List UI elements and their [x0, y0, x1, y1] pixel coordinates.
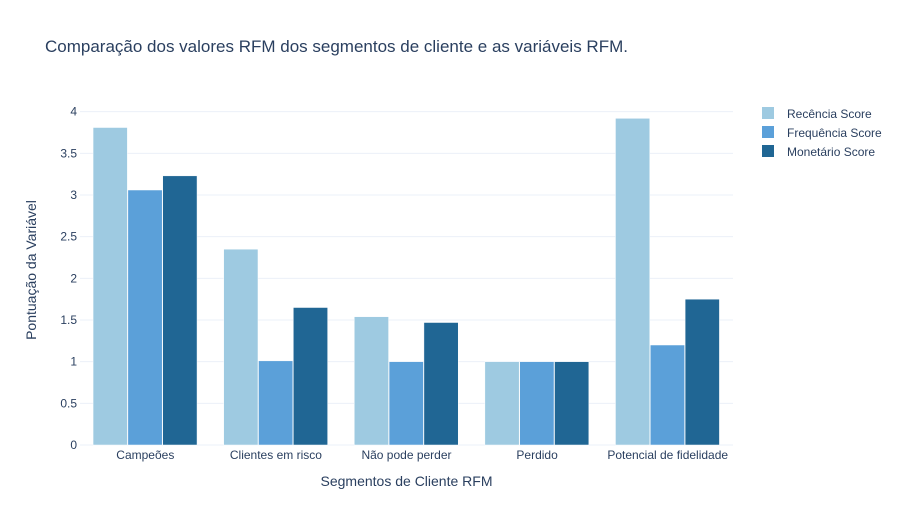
bar-1-3[interactable] [519, 361, 555, 446]
bar-2-4[interactable] [684, 298, 720, 446]
legend-swatch [762, 126, 774, 138]
bar-0-4[interactable] [615, 118, 651, 446]
x-tick-label: Campeões [116, 448, 174, 462]
y-tick-label: 0.5 [60, 396, 77, 410]
legend[interactable]: Recência Score Frequência Score Monetário … [762, 107, 882, 159]
bar-2-1[interactable] [293, 307, 328, 446]
legend-swatch [762, 145, 774, 157]
x-tick-labels: Campeões Clientes em risco Não pode perder… [116, 448, 728, 462]
bar-1-2[interactable] [388, 361, 424, 446]
bar-1-4[interactable] [650, 344, 685, 446]
y-axis-title: Pontuação da Variável [23, 200, 39, 340]
y-tick-label: 1.5 [60, 313, 77, 327]
y-tick-labels: 0 0.5 1 1.5 2 2.5 3 3.5 4 [60, 105, 77, 452]
bars [92, 118, 720, 446]
y-tick-label: 2.5 [60, 230, 77, 244]
chart-title: Comparação dos valores RFM dos segmentos… [45, 37, 628, 56]
bar-2-3[interactable] [554, 361, 590, 446]
y-tick-label: 0 [70, 438, 77, 452]
x-tick-label: Clientes em risco [230, 448, 322, 462]
legend-label: Recência Score [787, 107, 872, 121]
x-tick-label: Não pode perder [361, 448, 451, 462]
x-tick-label: Potencial de fidelidade [607, 448, 728, 462]
y-tick-label: 3.5 [60, 146, 77, 160]
legend-label: Frequência Score [787, 126, 882, 140]
legend-label: Monetário Score [787, 145, 875, 159]
y-tick-label: 4 [70, 105, 77, 119]
x-tick-label: Perdido [516, 448, 558, 462]
y-tick-label: 1 [70, 355, 77, 369]
bar-1-0[interactable] [127, 189, 163, 446]
legend-item[interactable]: Recência Score [762, 107, 872, 121]
y-tick-label: 2 [70, 271, 77, 285]
bar-2-2[interactable] [423, 322, 459, 446]
y-tick-label: 3 [70, 188, 77, 202]
bar-2-0[interactable] [162, 175, 198, 446]
legend-swatch [762, 107, 774, 119]
bar-1-1[interactable] [258, 360, 294, 446]
bar-0-1[interactable] [223, 248, 259, 446]
legend-item[interactable]: Monetário Score [762, 145, 875, 159]
legend-item[interactable]: Frequência Score [762, 126, 882, 140]
bar-0-2[interactable] [354, 316, 389, 446]
bar-0-3[interactable] [484, 361, 520, 446]
x-axis-title: Segmentos de Cliente RFM [321, 473, 493, 489]
bar-0-0[interactable] [92, 127, 128, 446]
